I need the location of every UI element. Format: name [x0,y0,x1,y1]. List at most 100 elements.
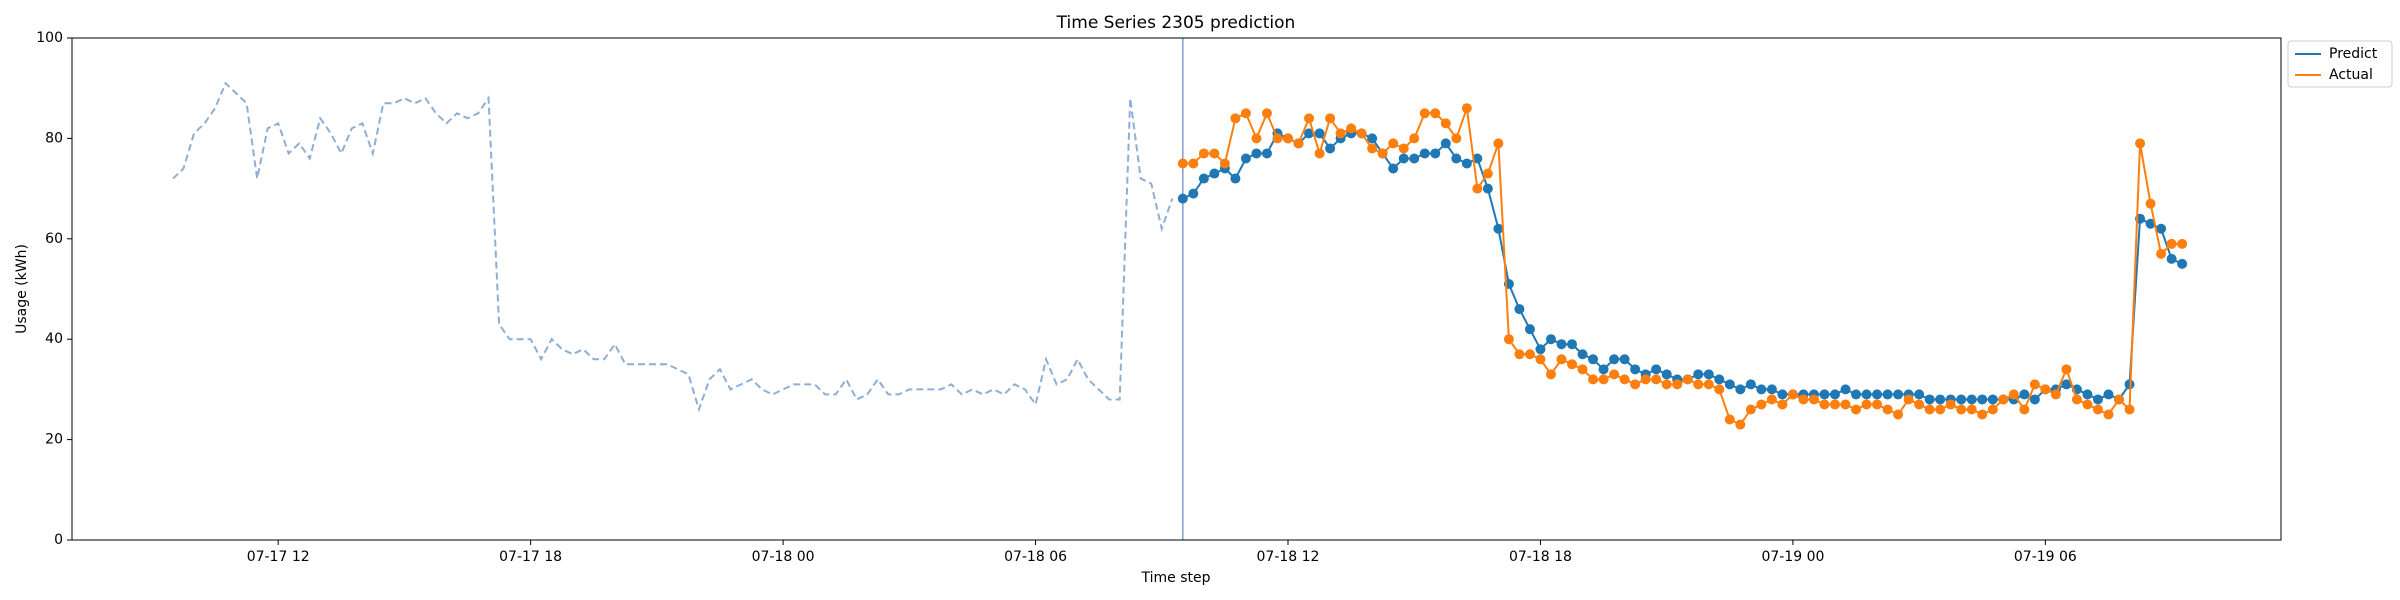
point [1440,118,1451,129]
point [1293,138,1304,149]
x-tick-label: 07-17 18 [499,549,562,565]
point [1661,379,1672,390]
point [1945,399,1956,410]
point [1251,148,1262,159]
point [1398,143,1409,154]
point [1840,384,1851,395]
point [1777,389,1788,400]
point [1766,384,1777,395]
point [1598,374,1609,385]
point [1693,369,1704,380]
y-tick-label: 80 [45,130,63,146]
point [1819,389,1830,400]
point [1261,148,1272,159]
point [1230,173,1241,184]
point [1514,349,1525,360]
point [1903,394,1914,405]
point [2114,394,2125,405]
point [1682,374,1693,385]
point [1872,399,1883,410]
point [1829,399,1840,410]
point [1503,334,1514,345]
point [1577,364,1588,375]
point [1882,389,1893,400]
point [1724,379,1735,390]
plot-frame [71,37,2282,541]
x-tick-label: 07-19 00 [1761,549,1824,565]
y-tick-label: 100 [36,30,63,46]
point [1493,138,1504,149]
point [1451,133,1462,144]
point [1314,128,1325,139]
x-tick-label: 07-18 18 [1509,549,1572,565]
point [2145,218,2156,229]
point [1630,379,1641,390]
point [1651,374,1662,385]
point [1493,223,1504,234]
point [1177,193,1188,204]
point [1419,108,1430,119]
point [1924,394,1935,405]
point [2166,253,2177,264]
point [1209,168,1220,179]
point [1451,153,1462,164]
point [2092,404,2103,415]
point [1514,304,1525,315]
point [2177,238,2188,249]
point [2029,379,2040,390]
point [1482,168,1493,179]
point [1556,339,1567,350]
point [1893,389,1904,400]
point [2156,248,2167,259]
point [1556,354,1567,365]
point [1198,173,1209,184]
point [1388,138,1399,149]
point [1672,379,1683,390]
point [1756,384,1767,395]
point [1714,374,1725,385]
point [1745,379,1756,390]
point [1346,123,1357,134]
point [1461,158,1472,169]
point [1956,404,1967,415]
point [2019,404,2030,415]
x-tick-label: 07-18 00 [752,549,815,565]
point [1304,113,1315,124]
point [1935,404,1946,415]
point [1640,374,1651,385]
point [1524,324,1535,335]
point [2177,258,2188,269]
point [1977,409,1988,420]
point [2103,409,2114,420]
y-tick-label: 60 [45,231,63,247]
point [2082,399,2093,410]
point [1272,133,1283,144]
point [1198,148,1209,159]
plot-area: 0 20 40 60 80 100 07-17 12 07-17 18 07-18 00 07-1… [36,30,2393,565]
point [1851,404,1862,415]
point [1188,158,1199,169]
point [1219,158,1230,169]
point [1819,399,1830,410]
point [1745,404,1756,415]
point [1367,133,1378,144]
point [1893,409,1904,420]
point [1998,394,2009,405]
point [2092,394,2103,405]
legend-label: Predict [2329,46,2378,62]
point [1577,349,1588,360]
point [1787,389,1798,400]
point [2071,394,2082,405]
point [1861,389,1872,400]
point [1524,349,1535,360]
point [1251,133,1262,144]
point [2145,198,2156,209]
point [1661,369,1672,380]
point [1535,344,1546,355]
point [1209,148,1220,159]
point [1735,419,1746,430]
point [2166,238,2177,249]
point [1630,364,1641,375]
chart-title: Time Series 2305 prediction [1056,13,1296,33]
